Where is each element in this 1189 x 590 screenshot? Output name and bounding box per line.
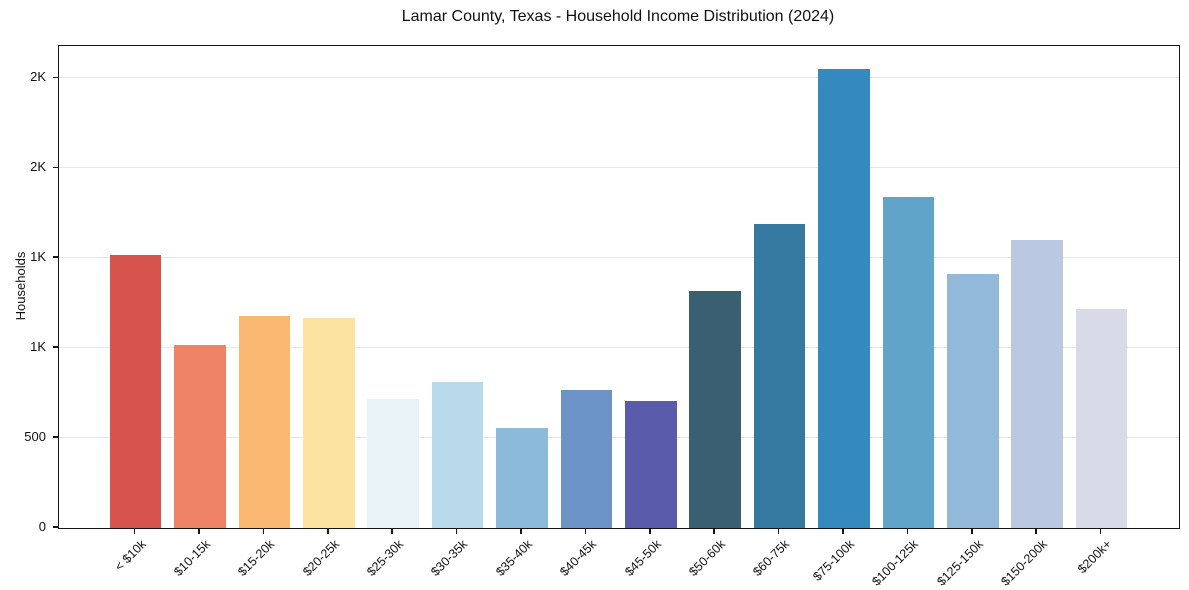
bar [367, 399, 419, 528]
x-tick-mark [133, 528, 136, 534]
y-tick-label: 0 [38, 519, 46, 534]
x-tick-label: $125-150k [934, 537, 986, 589]
x-tick-mark [906, 528, 909, 534]
plot-area [58, 45, 1180, 529]
y-tick-mark [53, 166, 58, 169]
x-tick-mark [455, 528, 458, 534]
bar [496, 428, 548, 528]
bar [947, 274, 999, 528]
x-tick-label: $150-200k [998, 537, 1051, 589]
x-tick-mark [713, 528, 715, 534]
y-tick-mark [53, 436, 58, 438]
x-tick-mark [971, 528, 973, 534]
x-tick-label: $45-50k [621, 537, 664, 579]
chart-title: Lamar County, Texas - Household Income D… [401, 8, 835, 25]
bar [560, 390, 613, 528]
x-tick-label: $60-75k [750, 537, 793, 579]
bar [174, 344, 226, 528]
gridline [59, 167, 1179, 169]
bar [431, 382, 484, 528]
x-tick-mark [777, 528, 780, 534]
gridline [59, 437, 1179, 439]
y-tick-label: 1K [30, 249, 46, 265]
y-tick-mark [53, 526, 58, 528]
y-axis-label: Households [13, 251, 28, 321]
x-tick-label: $35-40k [493, 537, 535, 579]
x-tick-label: $75-100k [810, 537, 857, 584]
y-tick-label: 2K [30, 159, 46, 175]
x-tick-label: $25-30k [364, 537, 407, 579]
x-tick-label: $40-45k [557, 537, 600, 579]
y-tick-label: 2K [30, 69, 46, 85]
bar [882, 197, 935, 528]
x-tick-label: $15-20k [235, 537, 278, 579]
bar [625, 401, 677, 528]
bar [238, 315, 291, 528]
x-tick-mark [262, 528, 265, 534]
y-tick-label: 500 [24, 429, 46, 445]
x-tick-label: $30-35k [428, 537, 471, 579]
y-tick-mark [53, 76, 58, 79]
x-tick-label: < $10k [111, 537, 149, 574]
x-tick-label: $20-25k [299, 537, 342, 579]
x-tick-mark [198, 528, 200, 534]
x-tick-mark [1035, 528, 1037, 534]
x-tick-mark [1099, 528, 1102, 534]
x-tick-mark [327, 528, 329, 534]
x-tick-label: $10-15k [171, 537, 213, 579]
x-tick-mark [649, 528, 651, 534]
bar [1011, 240, 1063, 528]
y-tick-mark [53, 346, 58, 348]
bar [109, 254, 162, 528]
x-tick-mark [391, 528, 393, 534]
x-tick-label: $200k+ [1075, 537, 1115, 577]
x-tick-mark [584, 528, 587, 534]
x-tick-mark [842, 528, 844, 534]
gridline [59, 77, 1179, 79]
bar [1075, 308, 1128, 528]
x-tick-label: $100-125k [869, 537, 922, 589]
gridline [59, 347, 1179, 349]
bar [818, 69, 870, 528]
bar [689, 290, 741, 528]
bar [303, 317, 355, 528]
y-tick-label: 1K [30, 339, 46, 355]
bar [753, 224, 806, 528]
x-tick-label: $50-60k [686, 537, 729, 579]
y-tick-mark [53, 256, 58, 258]
x-tick-mark [520, 528, 522, 534]
gridline [59, 257, 1179, 259]
